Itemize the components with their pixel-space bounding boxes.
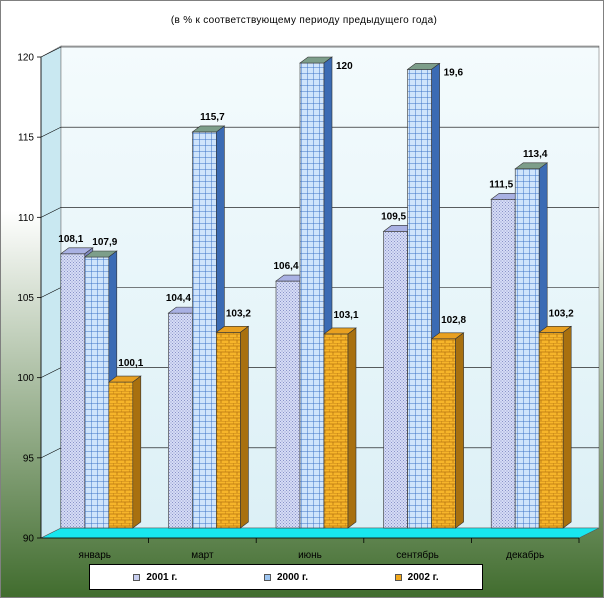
legend-item-2001: 2001 г. (133, 572, 177, 583)
bar-front (299, 62, 325, 529)
gridline-side (40, 287, 62, 298)
bar-front (383, 231, 408, 529)
bar-2000 (83, 250, 118, 529)
x-tick-label: июнь (298, 550, 322, 561)
legend-swatch-2001 (133, 573, 141, 581)
data-label: 104,4 (166, 293, 191, 304)
gridline-side (40, 207, 62, 218)
data-label: 106,4 (273, 261, 298, 272)
legend-item-2000: 2000 г. (264, 572, 308, 583)
data-label: 103,2 (226, 308, 251, 319)
y-tick-label: 115 (18, 133, 34, 144)
legend-label-2001: 2001 г. (146, 571, 178, 583)
bar-front (514, 168, 540, 529)
gridline-side (40, 46, 62, 58)
data-label: 107,9 (92, 237, 117, 248)
bar-front (168, 312, 193, 529)
legend-item-2002: 2002 г. (394, 571, 439, 583)
bar-2002 (215, 325, 250, 529)
y-tick-label: 110 (18, 213, 34, 224)
bar-front (490, 198, 516, 529)
bar-2002 (107, 375, 142, 529)
y-tick-label: 120 (17, 53, 34, 64)
bar-side (132, 375, 142, 529)
legend-swatch-2002 (394, 573, 402, 581)
bar-front (275, 280, 301, 529)
y-tick-label: 105 (17, 293, 34, 304)
bar-front (192, 131, 217, 529)
data-label: 113,4 (523, 149, 548, 160)
gridline-side (40, 367, 62, 378)
bar-front (407, 69, 432, 529)
data-label: 120 (336, 61, 353, 72)
bar-side (347, 327, 357, 529)
legend-label-2002: 2002 г. (407, 571, 439, 583)
data-label: 102,8 (441, 315, 466, 326)
bar-front (84, 256, 110, 529)
bar-side (562, 325, 572, 529)
bar-front (538, 332, 564, 529)
bar-front (431, 338, 456, 529)
bar-2002 (323, 327, 357, 529)
x-tick-label: сентябрь (396, 549, 439, 561)
chart-subtitle: (в % к соответствующему периоду предыдущ… (170, 15, 438, 26)
data-label: 103,2 (549, 308, 574, 319)
bar-front (323, 333, 349, 529)
bar-2002 (538, 325, 573, 529)
bar-2002 (430, 332, 465, 529)
bar-side (455, 332, 464, 529)
y-tick-label: 90 (23, 534, 35, 545)
data-label: 108,1 (58, 234, 83, 245)
y-tick-label: 95 (23, 453, 35, 464)
legend-swatch-2000 (264, 573, 271, 581)
bar-front (108, 381, 134, 529)
data-label: 111,5 (489, 179, 513, 190)
data-label: 115,7 (200, 112, 225, 123)
bar-side (240, 325, 249, 529)
x-tick-label: март (191, 550, 214, 561)
gridline-side (40, 126, 62, 138)
data-label: 100,1 (118, 358, 143, 369)
data-label: 109,5 (381, 211, 406, 222)
y-tick-label: 100 (17, 373, 34, 384)
data-label: 103,1 (333, 310, 358, 321)
x-tick-label: январь (79, 550, 111, 561)
data-label: 19,6 (444, 67, 464, 78)
bar-front (216, 332, 241, 529)
legend-label-2000: 2000 г. (277, 571, 308, 583)
bar-front (60, 253, 86, 529)
gridline-side (40, 447, 62, 459)
chart-legend: 2001 г. 2000 г. 2002 г. (89, 564, 483, 590)
x-tick-label: декабрь (506, 549, 544, 561)
